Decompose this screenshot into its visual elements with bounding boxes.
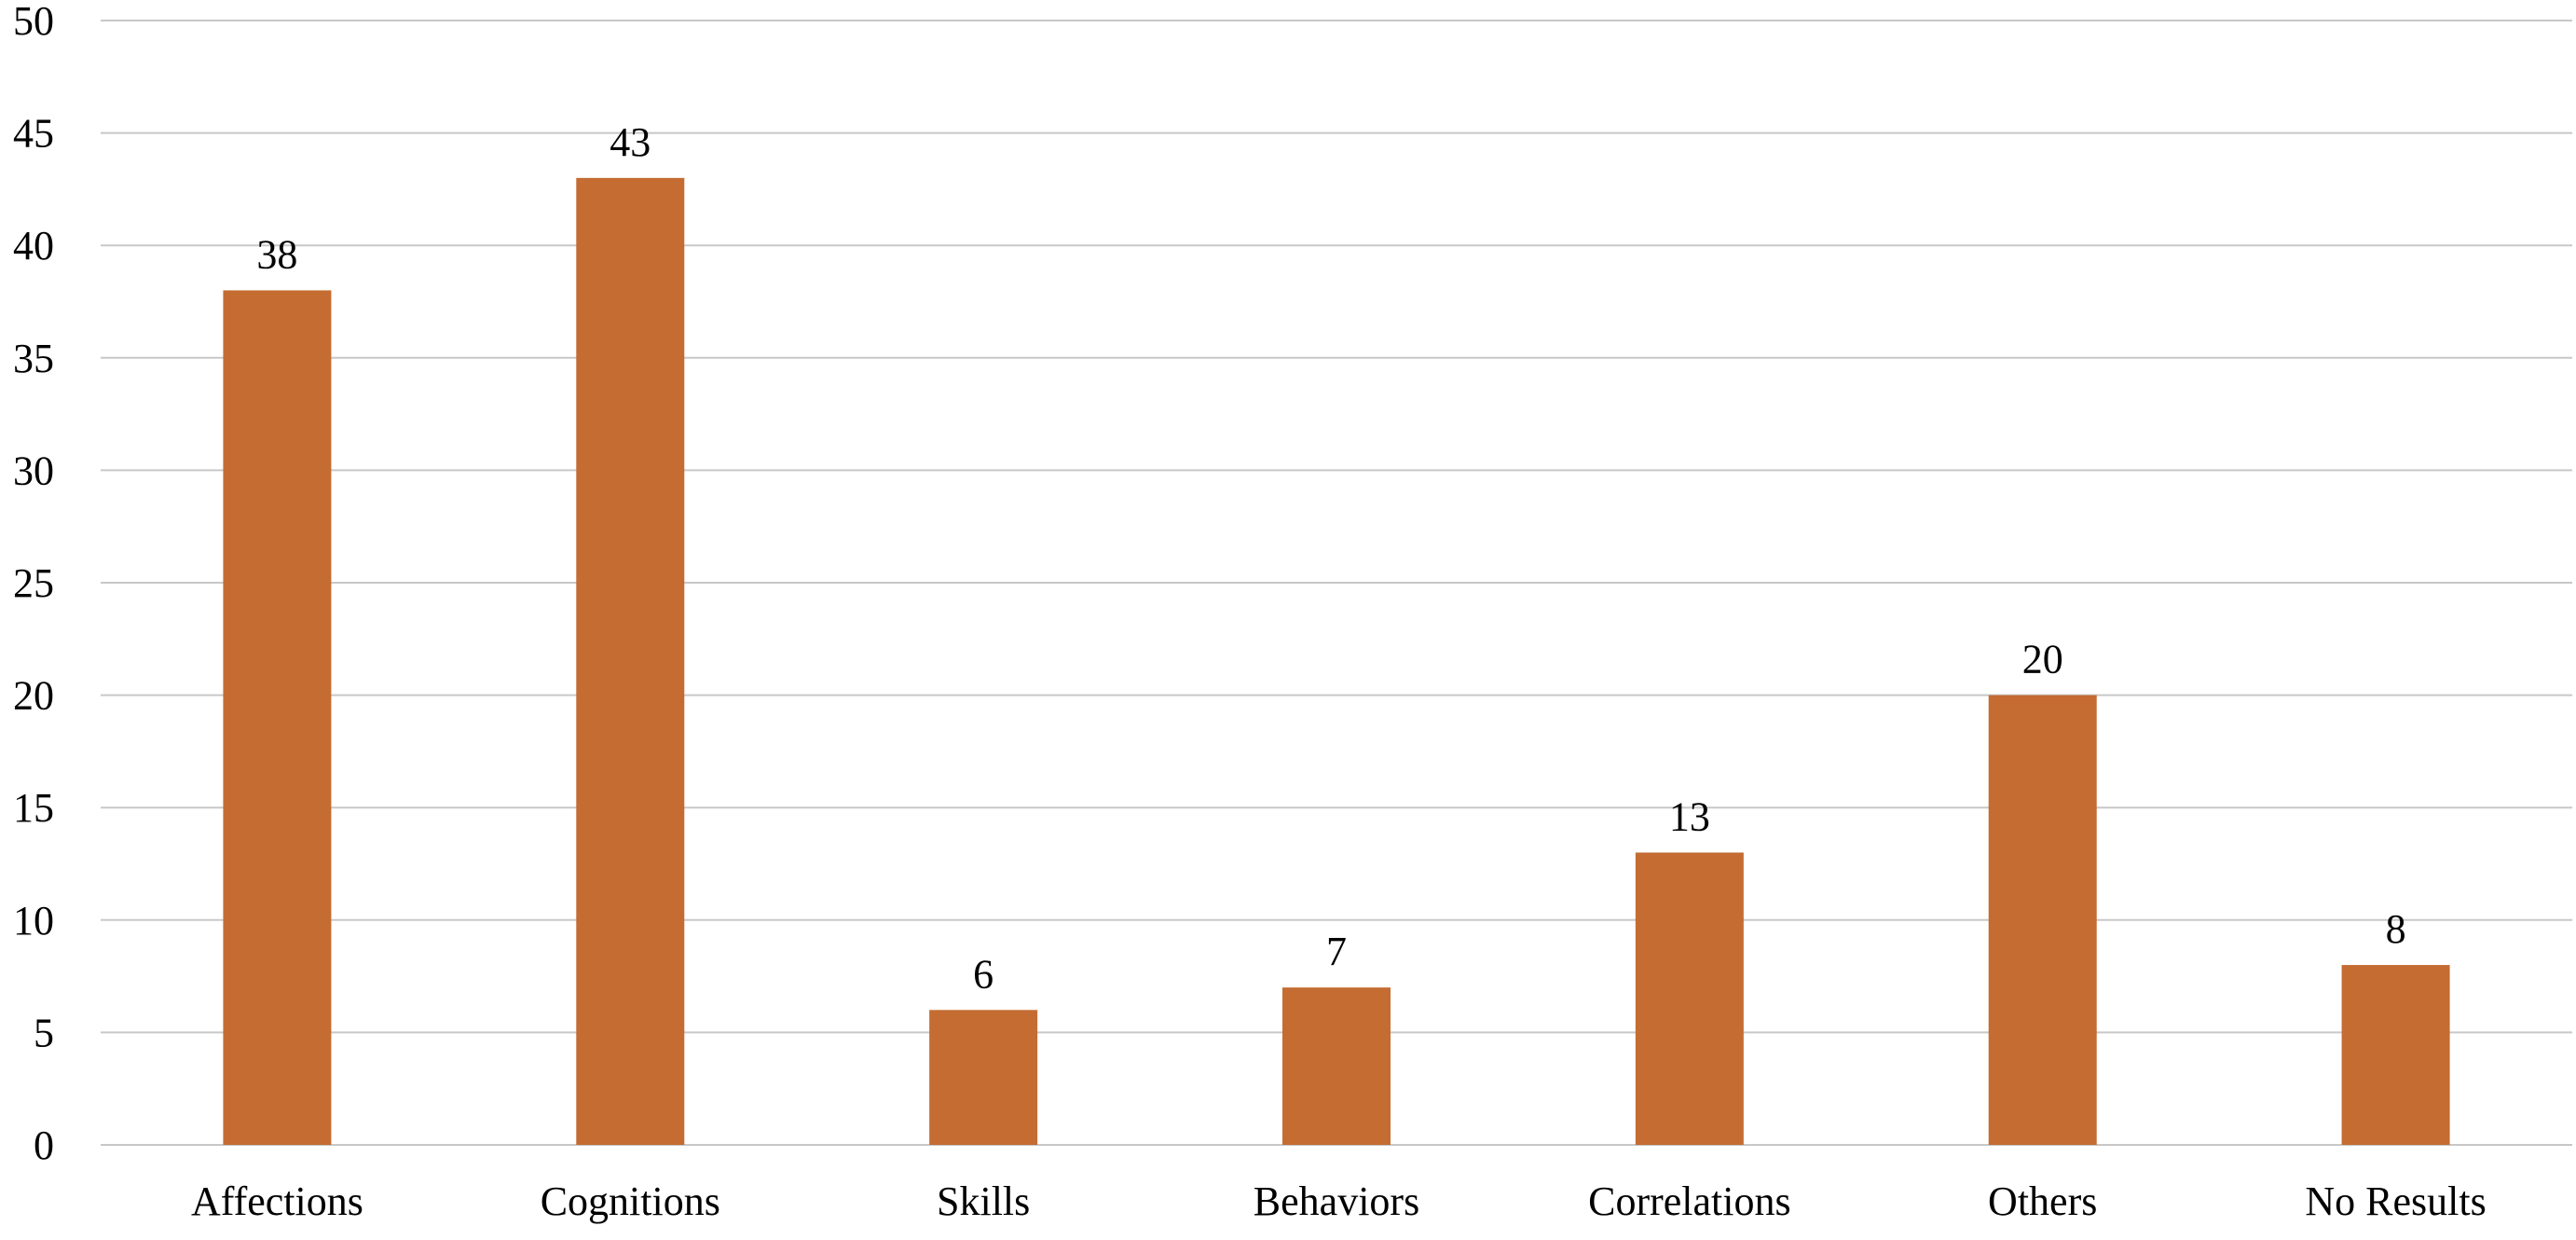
x-category-label: Behaviors [1254,1178,1419,1224]
gridlines [101,20,2572,1146]
bar-no-results [2341,965,2450,1145]
bar-affections [223,290,332,1145]
data-labels: 38 43 6 7 13 20 8 [256,119,2405,997]
y-tick-label: 15 [13,785,54,831]
x-category-label: Cognitions [541,1178,720,1224]
y-axis-ticks: 0 5 10 15 20 25 30 35 40 45 50 [13,0,54,1168]
y-tick-label: 0 [34,1123,54,1168]
data-label: 6 [973,951,993,997]
y-tick-label: 25 [13,560,54,606]
y-tick-label: 45 [13,111,54,157]
y-tick-label: 50 [13,0,54,44]
data-label: 20 [2022,637,2063,682]
bar-cognitions [576,177,685,1146]
x-category-label: No Results [2305,1178,2486,1224]
data-label: 7 [1326,929,1347,974]
y-tick-label: 40 [13,223,54,269]
y-tick-label: 35 [13,336,54,381]
bar-others [1988,695,2097,1145]
data-label: 8 [2386,906,2406,952]
x-category-label: Affections [191,1178,363,1224]
x-category-label: Correlations [1588,1178,1791,1224]
x-category-label: Skills [937,1178,1030,1224]
bar-behaviors [1282,987,1391,1145]
data-label: 13 [1669,793,1710,839]
y-tick-label: 20 [13,673,54,719]
bar-skills [929,1010,1038,1145]
y-tick-label: 5 [34,1010,54,1055]
x-category-label: Others [1988,1178,2097,1224]
bar-correlations [1635,852,1744,1145]
data-label: 38 [256,231,297,277]
y-tick-label: 10 [13,898,54,944]
bars [223,177,2450,1146]
x-axis-categories: Affections Cognitions Skills Behaviors Corre… [191,1178,2487,1224]
data-label: 43 [610,119,651,165]
y-tick-label: 30 [13,448,54,493]
